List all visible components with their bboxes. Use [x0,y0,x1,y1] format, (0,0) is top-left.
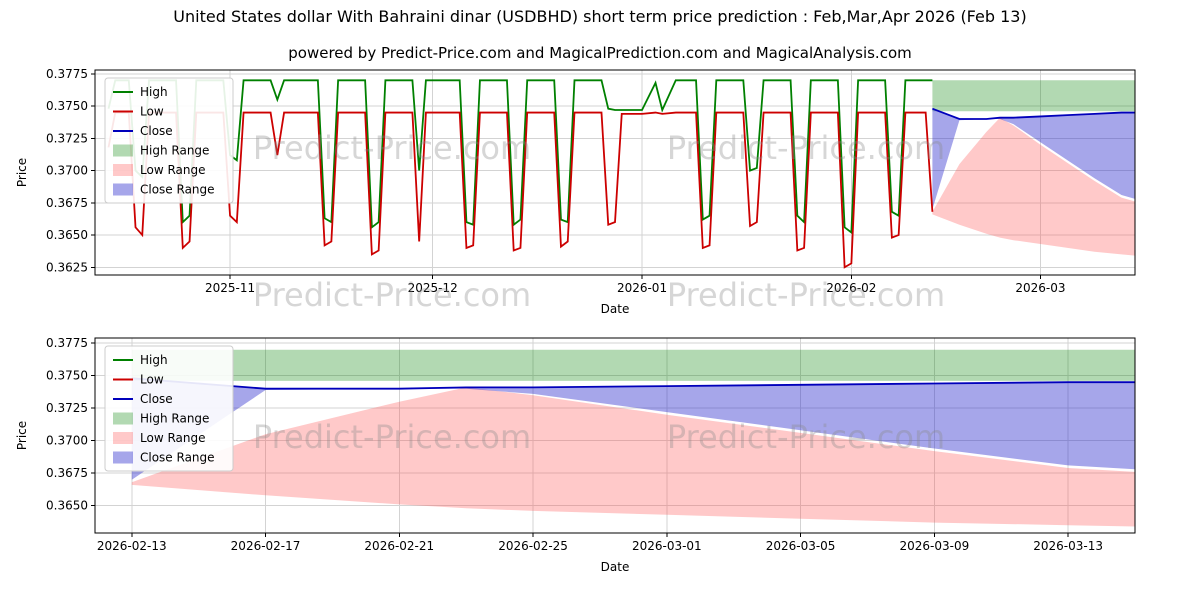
close-range-band [932,108,1135,210]
legend-box: High Low Close High Range Low Range Close Ran… [104,345,234,472]
y-axis-label: Price [15,158,29,187]
plot-border [94,69,1136,276]
legend-swatch [113,412,133,425]
y-tick-label: 0.3775 [46,336,88,350]
legend-label: Low Range [140,431,205,445]
low-line [107,111,934,269]
x-tick-label: 2026-02-17 [231,539,301,553]
legend-label: High Range [140,412,209,426]
legend-frame [104,77,234,204]
x-axis-label: Date [601,560,630,574]
x-tick-label: 2026-03-09 [899,539,969,553]
y-tick-label: 0.3650 [46,499,88,513]
x-tick-label: 2026-03-13 [1033,539,1103,553]
low-range-band [932,117,1135,256]
watermark-text: Predict-Price.com [253,418,531,456]
y-tick-label: 0.3650 [46,228,88,242]
close-line [131,377,1135,390]
legend-frame [104,345,234,472]
figure-subtitle: powered by Predict-Price.com and Magical… [288,44,912,62]
watermark-text: Predict-Price.com [253,129,531,167]
y-tick-label: 0.3750 [46,99,88,113]
x-tick-label: 2026-03-01 [632,539,702,553]
watermark-text: Predict-Price.com [667,276,945,314]
legend-label: High Range [140,144,209,158]
x-tick-label: 2026-02-21 [364,539,434,553]
low-range-band [131,387,1135,527]
watermark-text: Predict-Price.com [253,276,531,314]
high-range-band [932,80,1135,112]
legend-label: Close Range [140,183,215,197]
legend-label: Low [140,105,164,119]
watermark-text: Predict-Price.com [667,418,945,456]
y-tick-label: 0.3700 [46,434,88,448]
y-tick-label: 0.3700 [46,164,88,178]
bottom-chart-forecast-detail: 2026-02-13 2026-02-17 2026-02-21 2026-02-25… [15,336,1136,574]
x-tick-label: 2026-02-13 [97,539,167,553]
y-tick-label: 0.3775 [46,67,88,81]
legend-swatch [113,183,133,196]
y-tick-label: 0.3750 [46,369,88,383]
high-range-band [131,349,1135,381]
legend-swatch [113,432,133,444]
y-tick-label: 0.3725 [46,131,88,145]
legend-swatch [113,164,133,176]
legend-label: Low Range [140,163,205,177]
legend-swatch [113,144,133,157]
legend-box: High Low Close High Range Low Range Close Ran… [104,77,234,204]
x-tick-label: 2026-02-25 [498,539,568,553]
close-line [932,107,1135,120]
y-tick-label: 0.3675 [46,466,88,480]
x-axis-label: Date [601,302,630,316]
top-chart-history-forecast: 2025-11 2025-12 2026-01 2026-02 2026-03 0.377… [15,67,1136,316]
legend-label: Close [140,392,173,406]
y-tick-label: 0.3675 [46,196,88,210]
x-tick-label: 2025-11 [205,281,255,295]
close-range-band [131,378,1135,480]
x-tick-label: 2026-01 [617,281,667,295]
y-tick-label: 0.3725 [46,401,88,415]
x-tick-label: 2026-03 [1015,281,1065,295]
x-tick-label: 2026-02 [826,281,876,295]
legend-label: Close Range [140,451,215,465]
x-tick-label: 2025-12 [408,281,458,295]
legend-label: Low [140,373,164,387]
x-tick-label: 2026-03-05 [766,539,836,553]
legend-label: High [140,85,168,99]
plot-border [94,337,1136,534]
legend-label: High [140,353,168,367]
legend-swatch [113,451,133,464]
y-tick-label: 0.3625 [46,260,88,274]
y-axis-label: Price [15,421,29,450]
legend-label: Close [140,124,173,138]
watermark-text: Predict-Price.com [667,129,945,167]
figure-title: United States dollar With Bahraini dinar… [173,7,1027,26]
